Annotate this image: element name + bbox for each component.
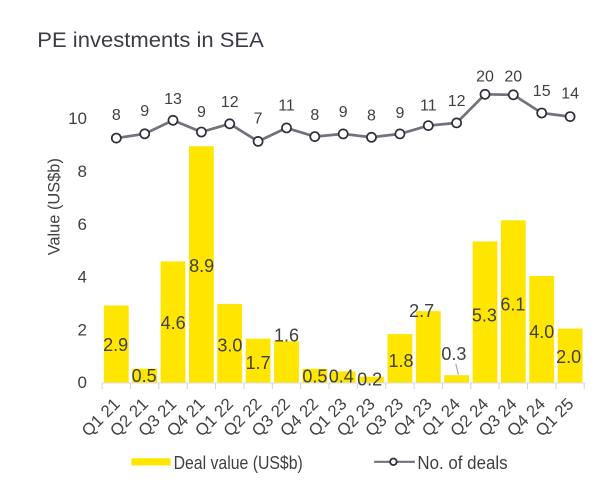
svg-text:0.2: 0.2 — [357, 369, 382, 389]
svg-text:4.0: 4.0 — [529, 322, 554, 342]
svg-text:0.5: 0.5 — [302, 366, 327, 386]
svg-text:9: 9 — [339, 104, 348, 121]
svg-text:20: 20 — [476, 68, 494, 85]
svg-text:2: 2 — [78, 320, 87, 339]
svg-text:6.1: 6.1 — [500, 294, 525, 314]
svg-text:8.9: 8.9 — [189, 256, 214, 276]
svg-text:12: 12 — [448, 93, 466, 110]
svg-text:0: 0 — [78, 373, 87, 392]
svg-text:13: 13 — [164, 91, 182, 108]
svg-text:11: 11 — [420, 98, 437, 115]
svg-text:9: 9 — [140, 103, 149, 120]
svg-text:2.0: 2.0 — [556, 347, 581, 367]
svg-text:4: 4 — [78, 268, 87, 287]
svg-text:2.9: 2.9 — [103, 335, 128, 355]
svg-text:3.0: 3.0 — [217, 336, 242, 356]
svg-text:9: 9 — [197, 104, 206, 121]
svg-text:14: 14 — [561, 85, 579, 102]
svg-text:1.6: 1.6 — [274, 325, 299, 345]
svg-text:12: 12 — [221, 94, 239, 111]
svg-text:PE investments in SEA: PE investments in SEA — [37, 28, 264, 52]
svg-text:Deal value (US$b): Deal value (US$b) — [174, 453, 303, 473]
svg-text:Value (US$b): Value (US$b) — [46, 158, 64, 255]
svg-text:0.5: 0.5 — [132, 366, 157, 386]
svg-text:10: 10 — [68, 109, 87, 128]
svg-text:8: 8 — [367, 108, 376, 125]
svg-text:8: 8 — [310, 107, 319, 124]
svg-text:7: 7 — [254, 111, 263, 128]
svg-text:8: 8 — [112, 107, 121, 124]
svg-text:1.7: 1.7 — [246, 353, 271, 373]
svg-text:15: 15 — [533, 83, 551, 100]
svg-text:5.3: 5.3 — [472, 306, 497, 326]
svg-text:20: 20 — [504, 68, 522, 85]
svg-text:11: 11 — [278, 98, 295, 115]
svg-text:0.4: 0.4 — [329, 366, 354, 386]
svg-text:4.6: 4.6 — [161, 313, 186, 333]
svg-text:6: 6 — [78, 215, 87, 234]
svg-text:8: 8 — [78, 162, 87, 181]
svg-text:9: 9 — [395, 105, 404, 122]
svg-text:No. of deals: No. of deals — [417, 453, 507, 473]
svg-text:1.8: 1.8 — [388, 351, 413, 371]
svg-text:0.3: 0.3 — [441, 344, 466, 364]
svg-text:2.7: 2.7 — [409, 301, 434, 321]
